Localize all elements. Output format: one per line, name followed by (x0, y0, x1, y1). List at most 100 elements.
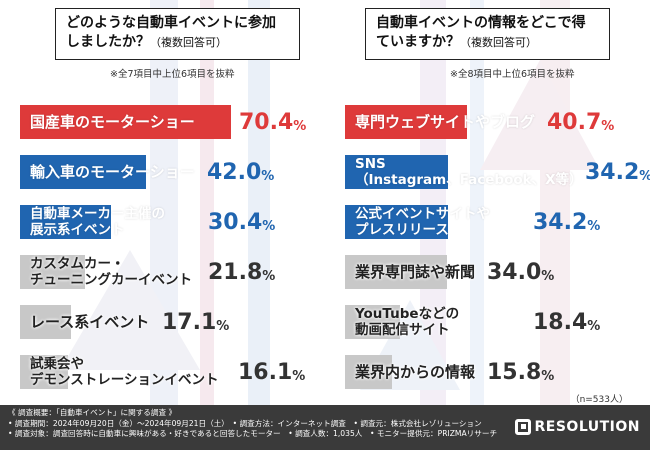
bar-value-decimal: .4 (563, 309, 588, 335)
footer-survey-details-2: • 調査対象：調査回答時に自動車に興味がある・好きであると回答したモーター • … (8, 429, 498, 438)
bar-row: YouTubeなどの 動画配信サイト 18.4% (345, 305, 645, 339)
bar-label: 試乗会や デモンストレーションイベント (30, 356, 219, 388)
left-question-box: どのような自動車イベントに参加しましたか？（複数回答可） (55, 8, 300, 60)
bar-label: 専門ウェブサイトやブログ (355, 113, 536, 131)
bar-value-decimal: .2 (615, 159, 640, 185)
bar-value-decimal: .8 (238, 259, 263, 285)
bar-value-integer: 18 (533, 309, 564, 335)
bar-value-integer: 30 (208, 209, 239, 235)
bar (20, 205, 111, 239)
bar-value: 16.1% (238, 355, 305, 389)
bar-label: 輸入車のモーターショー (30, 163, 195, 181)
brand-logo: RESOLUTION (514, 418, 641, 435)
bar-value-unit: % (261, 168, 275, 184)
bar-value-decimal: .4 (238, 209, 263, 235)
bar-value-unit: % (639, 169, 650, 184)
bar-value-decimal: .8 (517, 359, 542, 385)
bar-value-unit: % (292, 368, 306, 384)
bar-value: 40.7% (547, 105, 614, 139)
bar-value-integer: 70 (239, 109, 270, 135)
bar-value-integer: 34 (487, 259, 518, 285)
bar-row: 自動車メーカー主催の 展示系イベント 30.4% (20, 205, 320, 239)
bar-label: 業界専門誌や新聞 (355, 263, 476, 281)
bar (20, 105, 231, 139)
bar-value-decimal: .1 (268, 359, 293, 385)
right-question-box: 自動車イベントの情報をどこで得ていますか？（複数回答可） (365, 8, 610, 60)
bar-value: 15.8% (487, 355, 554, 389)
bar-value-unit: % (262, 268, 276, 284)
bar-row: 輸入車のモーターショー 42.0% (20, 155, 320, 189)
bar (345, 255, 447, 289)
bar (345, 105, 467, 139)
bar (20, 305, 71, 339)
brand-name: RESOLUTION (534, 418, 640, 435)
right-question-text: 自動車イベントの情報をどこで得ていますか？ (376, 15, 586, 50)
bar (20, 255, 85, 289)
bar-value-unit: % (541, 368, 555, 384)
bar-value: 21.8% (208, 255, 275, 289)
bar-value-decimal: .2 (563, 209, 588, 235)
bar-row: 業界内からの情報 15.8% (345, 355, 645, 389)
bar-value-integer: 15 (487, 359, 518, 385)
bar-row: SNS （Instagram、Facebook、X等）34.2% (345, 155, 650, 189)
bar-value-integer: 34 (533, 209, 564, 235)
bar-value-integer: 40 (547, 109, 578, 135)
bar-row: 試乗会や デモンストレーションイベント 16.1% (20, 355, 320, 389)
bar (20, 155, 146, 189)
bar-value-unit: % (216, 318, 230, 334)
bar-label: 国産車のモーターショー (30, 113, 195, 131)
bar-value-decimal: .4 (269, 109, 294, 135)
bar-label: レース系イベント (30, 313, 150, 331)
bar-value-decimal: .7 (577, 109, 602, 135)
bar (345, 305, 400, 339)
bar-label: 自動車メーカー主催の 展示系イベント (30, 206, 165, 238)
bar-row: レース系イベント 17.1% (20, 305, 320, 339)
right-question-note: （複数回答可） (460, 36, 537, 49)
bar (345, 155, 448, 189)
left-question-text: どのような自動車イベントに参加しましたか？ (66, 15, 276, 50)
bar-value-unit: % (293, 118, 307, 134)
bar-row: 専門ウェブサイトやブログ 40.7% (345, 105, 645, 139)
bar (345, 205, 448, 239)
left-question-note: （複数回答可） (150, 36, 227, 49)
bar-row: 国産車のモーターショー 70.4% (20, 105, 320, 139)
bar-value-unit: % (587, 318, 601, 334)
resolution-logo-icon (514, 419, 531, 435)
bar-value-decimal: .0 (517, 259, 542, 285)
bar-label: 業界内からの情報 (355, 363, 476, 381)
bar-label: 公式イベントサイトや プレスリリース (355, 206, 490, 238)
bar-row: カスタムカー・ チューニングカーイベント 21.8% (20, 255, 320, 289)
bar-value-integer: 16 (238, 359, 269, 385)
bar-value-decimal: .1 (192, 309, 217, 335)
bar-label: SNS （Instagram、Facebook、X等） (355, 156, 583, 188)
left-panel: どのような自動車イベントに参加しましたか？（複数回答可） ※全7項目中上位6項目… (0, 0, 325, 405)
bar-value: 18.4% (533, 305, 600, 339)
bar (20, 355, 68, 389)
background-decoration (60, 0, 600, 405)
right-panel: 自動車イベントの情報をどこで得ていますか？（複数回答可） ※全8項目中上位6項目… (325, 0, 650, 405)
bar-value: 42.0% (207, 155, 274, 189)
bar-value-unit: % (262, 218, 276, 234)
bar-value-integer: 42 (207, 159, 238, 185)
bar-value-decimal: .0 (237, 159, 262, 185)
bar-row: 業界専門誌や新聞 34.0% (345, 255, 645, 289)
bar-value: 70.4% (239, 105, 306, 139)
footer-survey-details-1: • 調査期間：2024年09月20日（金）～2024年09月21日（土） • 調… (8, 418, 482, 428)
bar-value-integer: 17 (162, 309, 193, 335)
left-subnote: ※全7項目中上位6項目を抜粋 (110, 69, 235, 80)
bar-value-unit: % (587, 218, 601, 234)
bar-value: 34.2% (585, 155, 650, 189)
bar-value-integer: 21 (208, 259, 239, 285)
sample-size: （n=533人） (570, 395, 628, 405)
bar-value-unit: % (601, 118, 615, 134)
bar-value: 34.0% (487, 255, 554, 289)
footer: 《 調査概要：「自動車イベント」に関する調査 》 • 調査期間：2024年09月… (0, 405, 650, 450)
bar (345, 355, 392, 389)
bar-value-unit: % (541, 268, 555, 284)
right-subnote: ※全8項目中上位6項目を抜粋 (450, 69, 575, 80)
bar-value: 17.1% (162, 305, 229, 339)
bar-label: カスタムカー・ チューニングカーイベント (30, 256, 192, 288)
bar-value: 30.4% (208, 205, 275, 239)
bar-value-integer: 34 (585, 159, 616, 185)
bar-row: 公式イベントサイトや プレスリリース 34.2% (345, 205, 645, 239)
